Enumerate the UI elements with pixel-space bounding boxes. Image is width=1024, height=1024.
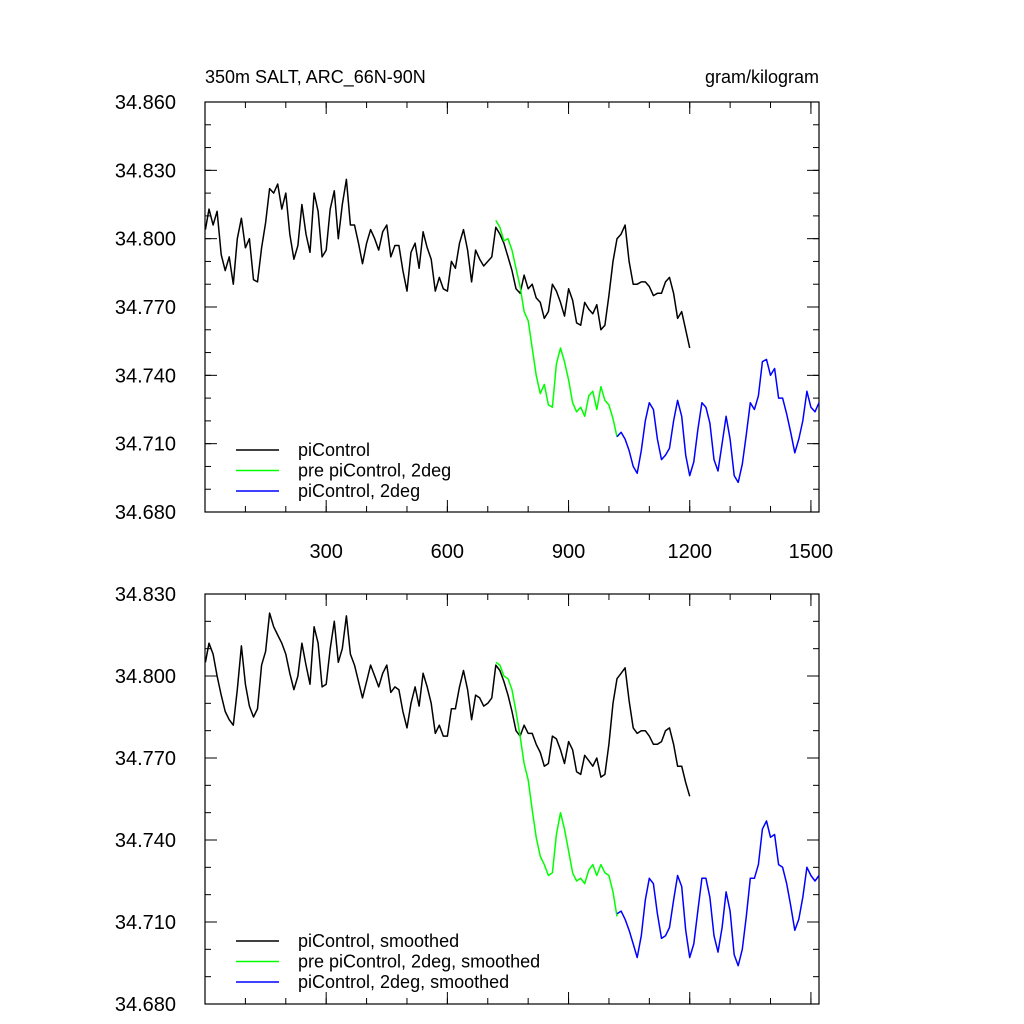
- legend-label: piControl, 2deg: [298, 481, 420, 501]
- y-tick-label: 34.770: [115, 748, 176, 770]
- y-tick-label: 34.800: [115, 229, 176, 251]
- y-tick-label: 34.830: [115, 584, 176, 606]
- y-tick-label: 34.710: [115, 912, 176, 934]
- chart-panel-2: 34.680 34.710 34.740 34.770 34.800 34.830 piCo…: [115, 584, 820, 1016]
- x-tick-label: 300: [309, 541, 342, 563]
- chart-title: 350m SALT, ARC_66N-90N: [205, 67, 426, 88]
- legend-label: pre piControl, 2deg: [298, 461, 451, 481]
- series-line-pre-picontrol-2deg-smoothed: [495, 661, 618, 917]
- plot-frame: [204, 593, 820, 1005]
- legend-label: piControl, 2deg, smoothed: [298, 972, 509, 992]
- y-tick-label: 34.860: [115, 92, 176, 114]
- x-tick-label: 1500: [789, 541, 834, 563]
- y-tick-label: 34.770: [115, 297, 176, 319]
- series-line-picontrol-2deg: [616, 358, 820, 484]
- legend-label: piControl: [298, 440, 370, 460]
- x-tick-label: 1200: [667, 541, 712, 563]
- legend-label: piControl, smoothed: [298, 931, 459, 951]
- legend-label: pre piControl, 2deg, smoothed: [298, 952, 540, 972]
- y-tick-label: 34.800: [115, 666, 176, 688]
- series-line-picontrol-2deg-smoothed: [616, 820, 820, 967]
- y-tick-label: 34.740: [115, 365, 176, 387]
- y-tick-label: 34.710: [115, 434, 176, 456]
- series-line-pre-picontrol-2deg: [495, 220, 618, 437]
- y-tick-label: 34.830: [115, 160, 176, 182]
- x-tick-label: 900: [552, 541, 585, 563]
- series-line-picontrol: [204, 178, 691, 349]
- series-line-picontrol-smoothed: [204, 612, 691, 797]
- y-tick-label: 34.680: [115, 502, 176, 524]
- y-tick-label: 34.740: [115, 830, 176, 852]
- units-label: gram/kilogram: [705, 67, 819, 87]
- y-tick-label: 34.680: [115, 994, 176, 1016]
- chart-panel-1: 350m SALT, ARC_66N-90N gram/kilogram 34.68…: [115, 67, 833, 563]
- x-tick-label: 600: [431, 541, 464, 563]
